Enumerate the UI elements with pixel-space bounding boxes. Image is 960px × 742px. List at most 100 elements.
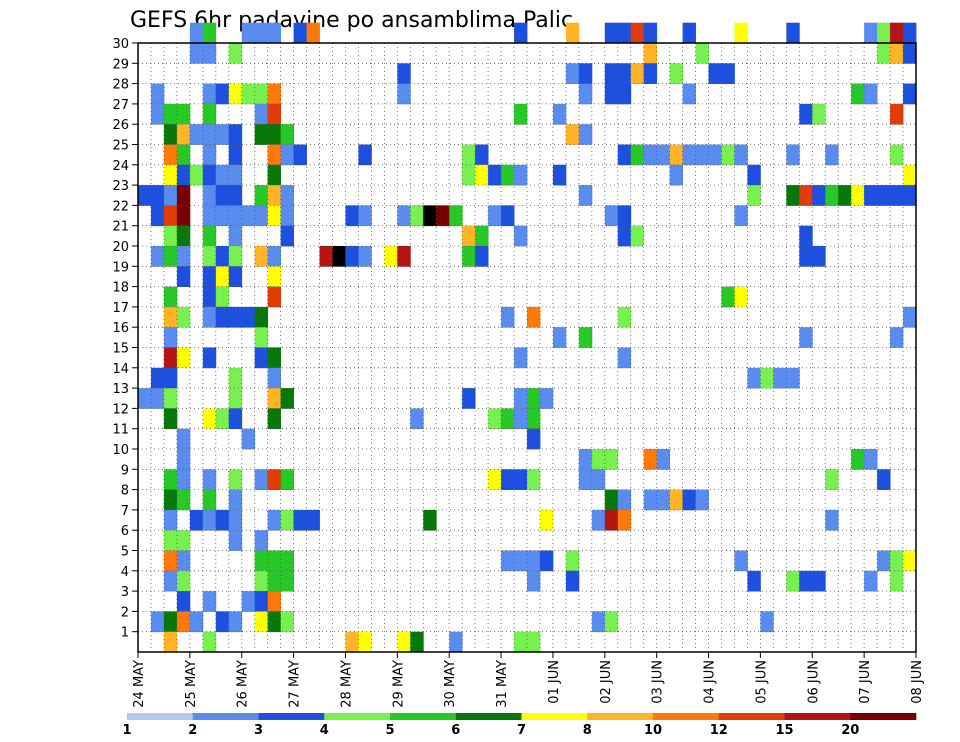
heatmap-cell xyxy=(462,144,476,166)
heatmap-cell xyxy=(150,367,165,389)
heatmap-cell xyxy=(617,489,632,511)
heatmap-cell xyxy=(319,246,333,267)
colorbar-swatch xyxy=(258,713,325,720)
heatmap-cell xyxy=(202,103,217,125)
heatmap-cell xyxy=(539,550,554,572)
heatmap-cell xyxy=(345,246,359,267)
heatmap-cell xyxy=(903,164,917,186)
heatmap-cell xyxy=(851,449,865,470)
heatmap-cell xyxy=(682,83,696,105)
colorbar-swatch xyxy=(390,713,457,720)
heatmap-cell xyxy=(682,22,696,44)
heatmap-cell xyxy=(163,347,178,369)
heatmap-cell xyxy=(799,185,813,206)
heatmap-cell xyxy=(397,83,411,105)
heatmap-cell xyxy=(669,63,683,84)
heatmap-cell xyxy=(578,83,593,105)
y-tick-label: 25 xyxy=(112,139,129,154)
heatmap-cell xyxy=(280,388,294,409)
heatmap-cell xyxy=(163,246,178,267)
heatmap-cell xyxy=(617,83,632,105)
heatmap-cell xyxy=(254,124,269,145)
heatmap-cell xyxy=(267,388,282,409)
y-tick-label: 24 xyxy=(112,159,129,174)
heatmap-cell xyxy=(565,550,580,572)
heatmap-cell xyxy=(176,144,191,166)
heatmap-cell xyxy=(760,611,774,633)
colorbar: 1 2 3 4 5 6 7 8 10 12 15 20 xyxy=(122,713,917,738)
heatmap-cell xyxy=(397,63,411,84)
heatmap-cell xyxy=(682,489,696,511)
heatmap-cell xyxy=(410,205,424,227)
heatmap-cell xyxy=(565,124,580,145)
heatmap-cell xyxy=(241,428,256,450)
heatmap-cell xyxy=(267,570,282,592)
heatmap-cell xyxy=(228,469,243,490)
heatmap-cell xyxy=(721,144,735,166)
heatmap-cell xyxy=(397,246,411,267)
heatmap-cell xyxy=(877,469,891,490)
heatmap-cell xyxy=(176,489,191,511)
x-tick-label: 28 MAY xyxy=(340,660,355,708)
heatmap-cell xyxy=(514,22,528,44)
heatmap-cell xyxy=(695,43,709,64)
heatmap-cell xyxy=(241,22,256,44)
heatmap-cell xyxy=(163,185,178,206)
heatmap-cell xyxy=(293,509,307,531)
heatmap-cell xyxy=(254,530,269,551)
heatmap-cell xyxy=(890,570,904,592)
heatmap-cell xyxy=(890,144,904,166)
heatmap-cell xyxy=(695,144,709,166)
heatmap-cell xyxy=(825,185,839,206)
colorbar-label: 2 xyxy=(188,723,197,738)
heatmap-cell xyxy=(449,631,463,653)
heatmap-cell xyxy=(176,530,191,551)
heatmap-cell xyxy=(643,489,658,511)
heatmap-cell xyxy=(163,124,178,145)
heatmap-cell xyxy=(176,185,191,206)
heatmap-cell xyxy=(280,144,294,166)
heatmap-cell xyxy=(890,327,904,348)
heatmap-cell xyxy=(202,489,217,511)
heatmap-cell xyxy=(565,22,580,44)
heatmap-cell xyxy=(163,489,178,511)
heatmap-cell xyxy=(539,388,554,409)
heatmap-cell xyxy=(163,286,178,308)
heatmap-cell xyxy=(734,22,748,44)
heatmap-cell xyxy=(578,469,593,490)
heatmap-cell xyxy=(332,246,346,267)
heatmap-cell xyxy=(189,164,204,186)
heatmap-cell xyxy=(228,246,243,267)
colorbar-swatch xyxy=(192,713,259,720)
heatmap-cell xyxy=(163,530,178,551)
heatmap-cell xyxy=(163,469,178,490)
heatmap-cell xyxy=(669,164,683,186)
heatmap-cell xyxy=(254,550,269,572)
heatmap-cell xyxy=(475,164,489,186)
heatmap-cell xyxy=(267,509,282,531)
heatmap-cell xyxy=(708,144,722,166)
heatmap-cell xyxy=(514,388,528,409)
heatmap-cell xyxy=(215,286,230,308)
heatmap-cell xyxy=(812,185,826,206)
heatmap-cell xyxy=(228,611,243,633)
heatmap-cell xyxy=(202,306,217,328)
heatmap-cell xyxy=(462,388,476,409)
heatmap-cell xyxy=(617,144,632,166)
heatmap-cell xyxy=(202,124,217,145)
heatmap-cell xyxy=(604,611,619,633)
heatmap-cell xyxy=(189,509,204,531)
heatmap-cell xyxy=(747,164,761,186)
y-tick-label: 22 xyxy=(112,199,129,214)
heatmap-cell xyxy=(591,449,606,470)
heatmap-cell xyxy=(228,43,243,64)
heatmap-cell xyxy=(176,570,191,592)
colorbar-label: 15 xyxy=(775,723,793,738)
heatmap-cell xyxy=(254,306,269,328)
heatmap-cell xyxy=(228,367,243,389)
heatmap-cell xyxy=(176,611,191,633)
heatmap-cell xyxy=(150,83,165,105)
heatmap-cell xyxy=(189,611,204,633)
heatmap-cell xyxy=(721,286,735,308)
heatmap-cell xyxy=(163,164,178,186)
